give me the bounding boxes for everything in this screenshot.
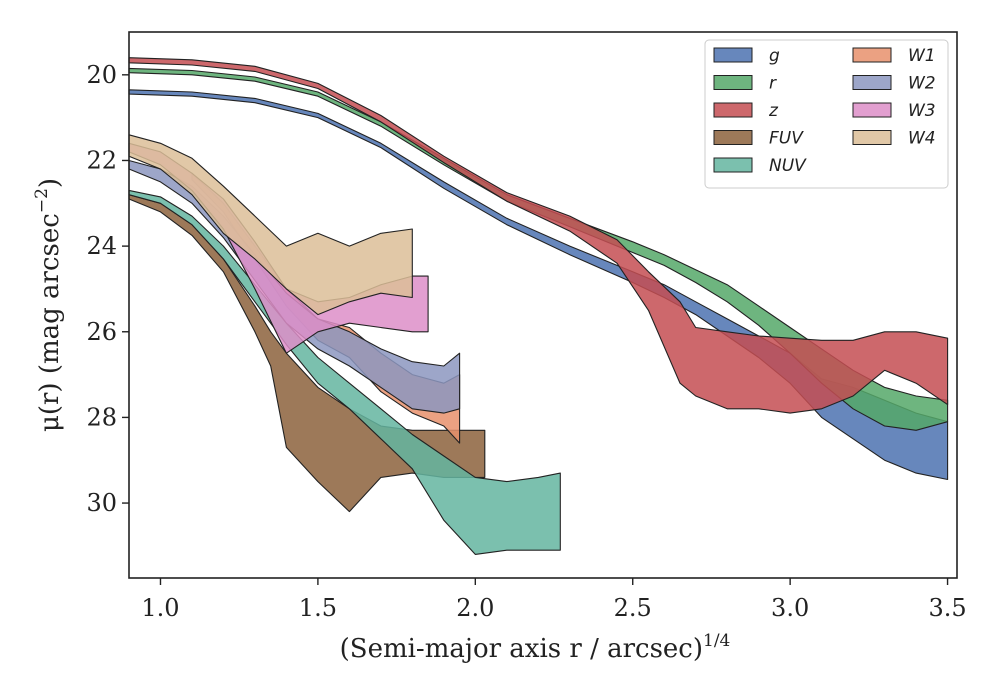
- plot-frame: [128, 31, 958, 579]
- legend-label-w3: W3: [908, 101, 936, 121]
- legend-swatch-nuv: [713, 157, 753, 173]
- legend-label-w2: W2: [908, 74, 936, 94]
- y-axis-label-end: ): [35, 178, 65, 188]
- y-tick-label: 20: [86, 61, 117, 89]
- x-tick-label: 1.5: [299, 594, 337, 622]
- y-tick-label: 28: [86, 403, 117, 431]
- y-axis-label: μ(r) (mag arcsec−2): [32, 178, 65, 432]
- legend-label-g: g: [769, 46, 780, 66]
- legend-swatch-w1: [852, 47, 892, 63]
- y-axis-label-exponent: −2: [32, 188, 52, 213]
- x-axis-label-exponent: 1/4: [703, 631, 730, 651]
- x-tick-label: 3.0: [771, 594, 809, 622]
- legend-label-nuv: NUV: [769, 156, 807, 176]
- y-tick-label: 30: [86, 489, 117, 517]
- y-tick-label: 22: [86, 146, 117, 174]
- x-axis-label: (Semi-major axis r / arcsec)1/4: [340, 631, 731, 664]
- legend-swatch-g: [713, 47, 753, 63]
- legend-swatch-w3: [852, 102, 892, 118]
- ticks-layer: 1.0 1.5 2.0 2.5 3.0 3.5 20 22 24 26 28 30: [86, 61, 966, 622]
- series-band-g: [128, 89, 949, 481]
- x-tick-label: 1.0: [141, 594, 179, 622]
- x-tick-label: 2.0: [456, 594, 494, 622]
- x-tick-label: 3.5: [928, 594, 966, 622]
- legend-swatch-w2: [852, 75, 892, 90]
- legend-label-w4: W4: [908, 129, 936, 149]
- legend-label-r: r: [769, 74, 777, 94]
- legend-label-fuv: FUV: [769, 129, 804, 149]
- y-tick-label: 24: [86, 232, 117, 260]
- legend-label-z: z: [768, 101, 779, 121]
- legend-swatch-r: [713, 75, 753, 90]
- legend-swatch-w4: [852, 130, 892, 145]
- series-band-w4: [128, 134, 413, 316]
- legend-label-w1: W1: [908, 46, 936, 66]
- legend-swatch-z: [713, 102, 753, 118]
- legend: grz FUV NUV W1 W2 W3 W4: [704, 39, 949, 189]
- series-layer: [128, 57, 949, 555]
- legend-swatch-fuv: [713, 130, 753, 145]
- y-tick-label: 26: [86, 318, 117, 346]
- series-band-z: [128, 57, 949, 414]
- y-axis-label-text: μ(r) (mag arcsec: [35, 213, 65, 432]
- x-tick-label: 2.5: [614, 594, 652, 622]
- x-axis-label-text: (Semi-major axis r / arcsec): [340, 634, 703, 664]
